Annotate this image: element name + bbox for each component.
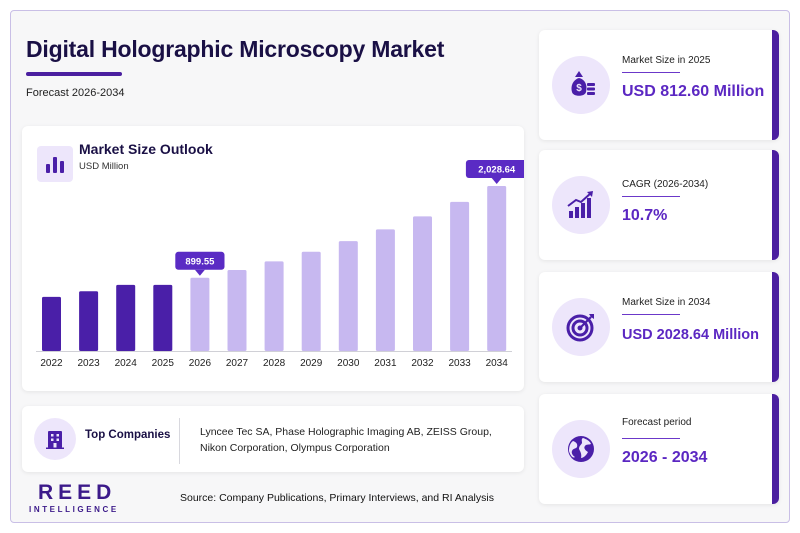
data-label-pointer <box>194 269 205 276</box>
x-tick-label: 2022 <box>40 358 63 369</box>
stat-label: Market Size in 2025 <box>622 55 711 66</box>
stat-card-market-size-2034: Market Size in 2034 USD 2028.64 Million <box>539 272 779 382</box>
x-tick-label: 2031 <box>374 358 397 369</box>
chart-title: Market Size Outlook <box>79 141 213 157</box>
stat-value: 2026 - 2034 <box>622 449 708 466</box>
bar-2029 <box>301 251 321 351</box>
bar-2023 <box>79 291 99 351</box>
companies-divider <box>179 418 180 464</box>
bar-chart-icon <box>37 146 73 182</box>
x-tick-label: 2029 <box>300 358 323 369</box>
target-icon <box>552 298 610 356</box>
bar-2024 <box>116 284 136 351</box>
x-tick-label: 2028 <box>263 358 286 369</box>
stat-card-forecast-period: Forecast period 2026 - 2034 <box>539 394 779 504</box>
stat-rule <box>622 314 680 315</box>
stat-label: Forecast period <box>622 417 692 428</box>
brand-logo-subtitle: INTELLIGENCE <box>29 505 119 514</box>
top-companies-card <box>22 406 524 472</box>
bar-2031 <box>375 229 395 351</box>
growth-chart-icon <box>552 176 610 234</box>
x-tick-label: 2024 <box>115 358 138 369</box>
data-label: 2,028.64 <box>478 164 516 175</box>
top-companies-list: Lyncee Tec SA, Phase Holographic Imaging… <box>200 426 492 454</box>
x-tick-label: 2027 <box>226 358 249 369</box>
x-tick-label: 2023 <box>77 358 100 369</box>
bar-2033 <box>450 201 470 351</box>
money-bag-icon: $ <box>552 56 610 114</box>
bar-2026 <box>190 277 210 351</box>
x-tick-label: 2026 <box>189 358 212 369</box>
bar-chart: 2022 2023 2024 2025 2026 2027 2028 2029 2030 2031… <box>36 159 524 369</box>
globe-icon <box>552 420 610 478</box>
top-companies-label: Top Companies <box>85 429 171 441</box>
title-underline <box>26 72 122 76</box>
stat-rule <box>622 438 680 439</box>
x-tick-label: 2033 <box>448 358 471 369</box>
source-note: Source: Company Publications, Primary In… <box>180 492 494 504</box>
data-label-bg <box>465 159 524 178</box>
stat-rule <box>622 72 680 73</box>
stat-label: CAGR (2026-2034) <box>622 179 709 190</box>
x-tick-label: 2034 <box>486 358 509 369</box>
bar-2030 <box>338 241 358 351</box>
data-label-bg <box>175 251 225 270</box>
bar-2022 <box>42 296 61 351</box>
x-tick-label: 2030 <box>337 358 360 369</box>
stat-value: USD 812.60 Million <box>622 83 765 100</box>
stat-card-cagr: CAGR (2026-2034) 10.7% <box>539 150 779 260</box>
data-label-pointer <box>491 177 502 184</box>
bar-2028 <box>264 261 284 351</box>
chart-unit-label: USD Million <box>79 161 129 172</box>
stat-label: Market Size in 2034 <box>622 297 711 308</box>
bar-2034 <box>487 185 507 351</box>
bar-2032 <box>413 216 432 351</box>
bar-2025 <box>153 284 173 351</box>
page-subtitle: Forecast 2026-2034 <box>26 87 125 99</box>
stat-value: USD 2028.64 Million <box>622 327 759 343</box>
data-label: 899.55 <box>185 256 215 267</box>
x-tick-label: 2032 <box>411 358 434 369</box>
stat-rule <box>622 196 680 197</box>
stat-card-market-size-2025: $ Market Size in 2025 USD 812.60 Million <box>539 30 779 140</box>
svg-text:$: $ <box>576 83 582 94</box>
building-icon <box>34 418 76 460</box>
stat-value: 10.7% <box>622 207 668 224</box>
brand-logo-wordmark: REED <box>38 481 117 504</box>
bar-2027 <box>227 269 247 351</box>
page-title: Digital Holographic Microscopy Market <box>26 36 445 62</box>
x-tick-label: 2025 <box>152 358 175 369</box>
